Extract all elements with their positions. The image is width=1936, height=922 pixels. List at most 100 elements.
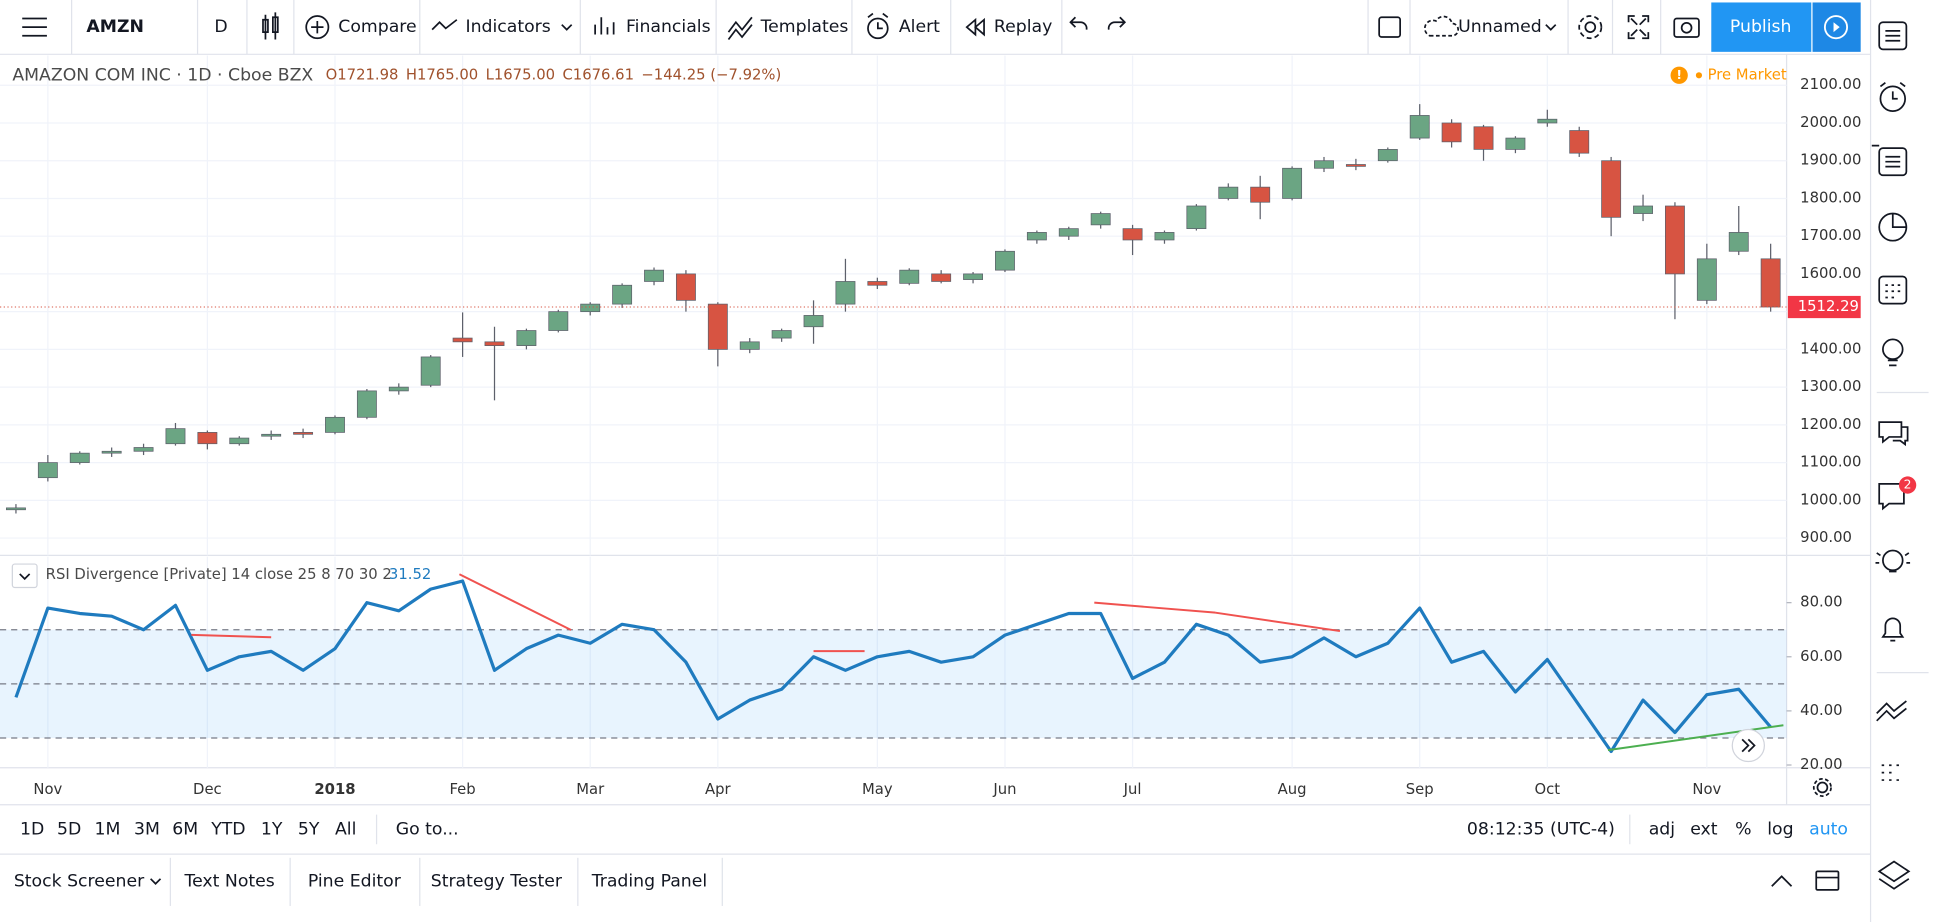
notifications-icon[interactable]	[1881, 617, 1905, 642]
candle-body	[835, 281, 856, 305]
market-status-label: Pre Market	[1708, 66, 1787, 83]
candle-body	[101, 450, 122, 454]
trading-icon[interactable]	[1876, 700, 1907, 722]
chart-type-button[interactable]	[262, 12, 279, 40]
range-button[interactable]: 6M	[172, 819, 198, 839]
scroll-button[interactable]	[1731, 728, 1765, 763]
goto[interactable]: Go to...	[396, 819, 459, 839]
y-tick-label: 1200.00	[1800, 416, 1861, 433]
select-button[interactable]	[1378, 16, 1402, 38]
panel-tab[interactable]: Strategy Tester	[431, 871, 563, 891]
y-tick-label: 900.00	[1800, 529, 1852, 546]
interval[interactable]: D	[214, 17, 227, 37]
candle-body	[1696, 258, 1717, 301]
candle-body	[1569, 130, 1590, 154]
x-tick-label: Mar	[576, 781, 605, 798]
price-pane	[6, 104, 1781, 514]
calendar-icon[interactable]	[1878, 275, 1908, 305]
redo-button[interactable]	[1107, 16, 1127, 30]
change: −144.25 (−7.92%)	[641, 66, 781, 83]
market-status[interactable]: ! Pre Market	[1670, 66, 1787, 84]
undo-button[interactable]	[1069, 16, 1088, 30]
ohlc-close: C1676.61	[562, 66, 634, 83]
snapshot-button[interactable]	[1673, 17, 1700, 38]
candle-body	[739, 341, 760, 350]
range-button[interactable]: 1M	[94, 819, 120, 839]
scale-option[interactable]: auto	[1809, 819, 1848, 839]
range-button[interactable]: 1Y	[261, 819, 283, 839]
templates-button[interactable]: Templates	[727, 16, 848, 41]
badge	[1898, 476, 1917, 494]
range-button[interactable]: 3M	[134, 819, 160, 839]
candle-body	[1218, 186, 1239, 199]
x-tick-label: Oct	[1535, 781, 1561, 798]
chats-icon[interactable]	[1878, 421, 1909, 447]
scale-option[interactable]: adj	[1649, 819, 1675, 839]
candle-body	[1664, 205, 1685, 275]
ideas-icon[interactable]	[1882, 338, 1904, 367]
play-button[interactable]	[1812, 2, 1861, 52]
data-window-icon[interactable]	[1871, 144, 1908, 177]
panel-tab[interactable]: Pine Editor	[308, 871, 402, 891]
layout-button[interactable]: Unnamed	[1423, 15, 1557, 38]
collapse-button[interactable]	[11, 563, 38, 589]
compare-button[interactable]: Compare	[305, 15, 417, 40]
clock: 08:12:35 (UTC-4)	[1467, 819, 1615, 839]
scale-option[interactable]: ext	[1690, 819, 1718, 839]
candle-body	[803, 315, 824, 328]
range-button[interactable]: YTD	[210, 819, 245, 839]
candle-body	[867, 281, 888, 286]
candle-body	[165, 428, 186, 445]
settings-button[interactable]	[1578, 15, 1603, 40]
y-tick-label: 20.00	[1800, 756, 1842, 773]
financials-button[interactable]: Financials	[594, 17, 711, 37]
candle-body	[1186, 205, 1207, 230]
panel-tab[interactable]: Trading Panel	[591, 871, 707, 891]
range-button[interactable]: 5Y	[298, 819, 320, 839]
candle-body	[1633, 205, 1653, 214]
hotlist-icon[interactable]	[1878, 212, 1908, 242]
y-tick-label: 1700.00	[1800, 227, 1861, 244]
streams-icon[interactable]	[1875, 549, 1911, 573]
compare-label: Compare	[338, 17, 416, 37]
candle-body	[325, 416, 345, 433]
watchlist-icon[interactable]	[1878, 21, 1908, 51]
divergence-line	[1215, 611, 1341, 633]
symbol[interactable]: AMZN	[86, 17, 144, 37]
rsi-title: RSI Divergence [Private] 14 close 25 8 7…	[46, 566, 392, 583]
scale-option[interactable]: %	[1735, 819, 1751, 839]
candle-body	[1314, 160, 1334, 169]
last-price-tag	[1787, 295, 1861, 319]
scale-option[interactable]: log	[1767, 819, 1793, 839]
messages-icon[interactable]: 2	[1878, 476, 1917, 511]
range-button[interactable]: 1D	[20, 819, 44, 839]
y-tick-label: 60.00	[1800, 648, 1842, 665]
candle-body	[452, 337, 473, 343]
panel-tab[interactable]: Stock Screener	[14, 871, 145, 891]
indicators-button[interactable]: Indicators	[431, 17, 573, 37]
maximize-panel[interactable]	[1815, 870, 1840, 891]
menu-button[interactable]	[22, 17, 47, 37]
collapse-panel[interactable]	[1771, 875, 1793, 887]
range-button[interactable]: All	[335, 819, 356, 839]
axis-settings[interactable]	[1812, 777, 1832, 797]
y-tick-label: 40.00	[1800, 702, 1842, 719]
x-tick-label: Dec	[193, 781, 222, 798]
ohlc-open: O1721.98	[326, 66, 399, 83]
range-button[interactable]: 5D	[57, 819, 81, 839]
panel-tab[interactable]: Text Notes	[184, 871, 275, 891]
account-icon[interactable]	[1877, 860, 1911, 890]
grid	[0, 55, 1787, 768]
chart-legend: AMAZON COM INC · 1D · Cboe BZX O1721.98 H1…	[12, 65, 781, 85]
range-bar: Go to... 08:12:35 (UTC-4) 1D 5D 1M 3M 6M YTD 1…	[20, 814, 1848, 845]
alerts-icon[interactable]	[1879, 82, 1906, 112]
alert-button[interactable]: Alert	[867, 12, 940, 40]
publish-button[interactable]: Publish	[1711, 2, 1812, 52]
axes: Nov Dec 2018 Feb Mar Apr May Jun Jul Aug Sep Oct Nov…	[0, 76, 1861, 798]
dropdown-arrow[interactable]	[150, 878, 162, 885]
dots-icon[interactable]	[1881, 764, 1899, 781]
rsi-pane	[0, 573, 1787, 754]
candle-body	[1760, 258, 1781, 308]
replay-button[interactable]: Replay	[965, 17, 1053, 37]
fullscreen-button[interactable]	[1627, 15, 1650, 40]
